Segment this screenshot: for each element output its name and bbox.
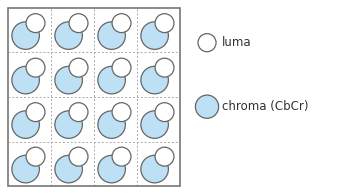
Circle shape <box>155 147 174 166</box>
Circle shape <box>26 103 45 122</box>
Circle shape <box>141 111 168 138</box>
Circle shape <box>155 58 174 77</box>
Circle shape <box>55 22 82 49</box>
Text: luma: luma <box>222 36 252 49</box>
Circle shape <box>12 22 39 49</box>
Circle shape <box>196 95 219 118</box>
Circle shape <box>112 58 131 77</box>
Circle shape <box>69 103 88 122</box>
Circle shape <box>141 155 168 183</box>
Circle shape <box>155 14 174 33</box>
Circle shape <box>12 66 39 94</box>
Circle shape <box>26 58 45 77</box>
Circle shape <box>12 155 39 183</box>
Circle shape <box>155 103 174 122</box>
Text: chroma (CbCr): chroma (CbCr) <box>222 100 309 113</box>
Circle shape <box>26 147 45 166</box>
Circle shape <box>98 155 125 183</box>
Circle shape <box>98 22 125 49</box>
Circle shape <box>112 103 131 122</box>
Bar <box>8 8 180 186</box>
Circle shape <box>55 66 82 94</box>
Circle shape <box>12 111 39 138</box>
Circle shape <box>69 58 88 77</box>
Circle shape <box>69 147 88 166</box>
Circle shape <box>141 66 168 94</box>
Circle shape <box>112 14 131 33</box>
Circle shape <box>98 111 125 138</box>
Circle shape <box>198 34 216 52</box>
Circle shape <box>55 155 82 183</box>
Circle shape <box>141 22 168 49</box>
Circle shape <box>69 14 88 33</box>
Circle shape <box>55 111 82 138</box>
Circle shape <box>26 14 45 33</box>
Circle shape <box>98 66 125 94</box>
Circle shape <box>112 147 131 166</box>
